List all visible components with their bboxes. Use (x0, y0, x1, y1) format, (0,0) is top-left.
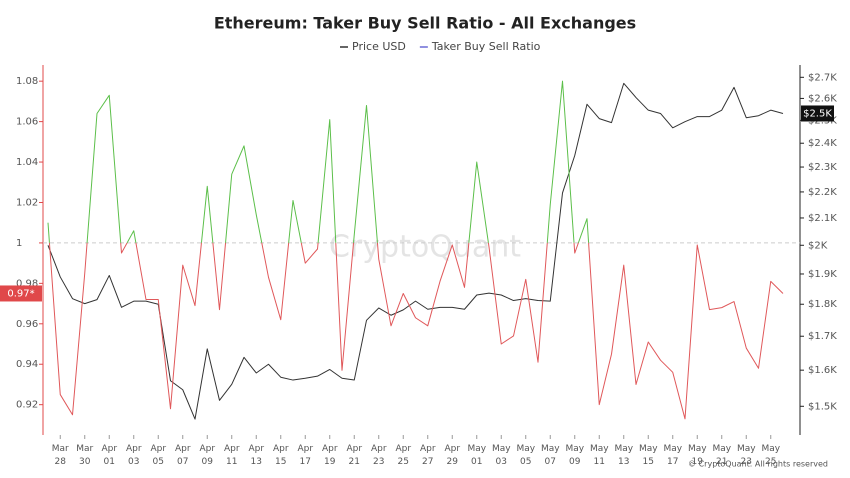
y-tick-label: 0.98 (16, 278, 38, 289)
y2-tick-label: $2.7K (808, 72, 837, 83)
y2-tick-label: $2K (808, 240, 828, 251)
x-tick-label: May 03 (492, 444, 511, 467)
y2-tick-label: $1.6K (808, 365, 837, 376)
y2-tick-label: $1.7K (808, 331, 837, 342)
series-line-below (48, 242, 784, 420)
x-tick-label: Apr 13 (248, 444, 264, 467)
y2-tick-label: $2.6K (808, 93, 837, 104)
y-tick-label: 1 (16, 238, 22, 249)
x-tick-label: Apr 07 (175, 444, 191, 467)
chart-title: Ethereum: Taker Buy Sell Ratio - All Exc… (214, 14, 636, 33)
x-tick-label: May 01 (467, 444, 486, 467)
x-tick-label: May 17 (663, 444, 682, 467)
x-tick-label: Apr 21 (346, 444, 362, 467)
x-tick-label: May 13 (614, 444, 633, 467)
x-tick-label: Mar 30 (76, 444, 93, 467)
x-tick-label: May 07 (541, 444, 560, 467)
y-tick-label: 1.02 (16, 197, 38, 208)
y-tick-label: 0.96 (16, 319, 38, 330)
y-tick-label: 1.06 (16, 117, 38, 128)
y-tick-label: 1.08 (16, 76, 38, 87)
y2-tick-label: $2.4K (808, 138, 837, 149)
series-line (47, 82, 784, 420)
annotation-badge (0, 285, 42, 302)
y2-tick-label: $1.9K (808, 269, 837, 280)
x-tick-label: May 11 (590, 444, 609, 467)
x-tick-label: Apr 11 (224, 444, 240, 467)
x-tick-label: May 21 (712, 444, 731, 467)
y2-tick-label: $2.1K (808, 213, 837, 224)
x-tick-label: May 19 (688, 444, 707, 467)
x-tick-label: Apr 01 (101, 444, 117, 467)
x-tick-label: Apr 03 (126, 444, 142, 467)
y-tick-label: 0.94 (16, 359, 38, 370)
x-tick-label: Apr 27 (420, 444, 436, 467)
x-tick-label: Apr 09 (199, 444, 215, 467)
x-tick-label: Apr 23 (371, 444, 387, 467)
y-tick-label: 0.92 (16, 400, 38, 411)
annotation-label: 0.97* (7, 288, 34, 299)
legend-label: Price USD (352, 40, 406, 53)
annotation-badge (801, 105, 834, 122)
watermark: CryptoQuant (329, 230, 521, 265)
x-tick-label: May 23 (737, 444, 756, 467)
x-tick-label: May 09 (565, 444, 584, 467)
y-tick-label: 1.04 (16, 157, 38, 168)
x-tick-label: Mar 28 (52, 444, 69, 467)
y2-tick-label: $1.5K (808, 401, 837, 412)
x-tick-label: Apr 29 (444, 444, 460, 467)
legend-label: Taker Buy Sell Ratio (431, 40, 541, 53)
x-tick-label: May 05 (516, 444, 535, 467)
x-tick-label: Apr 19 (322, 444, 338, 467)
copyright: © CryptoQuant. All rights reserved (688, 460, 828, 469)
y2-tick-label: $2.2K (808, 187, 837, 198)
annotation-label: $2.5K (803, 108, 832, 119)
y2-tick-label: $2.3K (808, 162, 837, 173)
x-tick-label: Apr 25 (395, 444, 411, 467)
x-tick-label: Apr 17 (297, 444, 313, 467)
x-tick-label: Apr 05 (150, 444, 166, 467)
x-tick-label: Apr 15 (273, 444, 289, 467)
x-tick-label: May 25 (761, 444, 780, 467)
y2-tick-label: $1.8K (808, 299, 837, 310)
x-tick-label: May 15 (639, 444, 658, 467)
